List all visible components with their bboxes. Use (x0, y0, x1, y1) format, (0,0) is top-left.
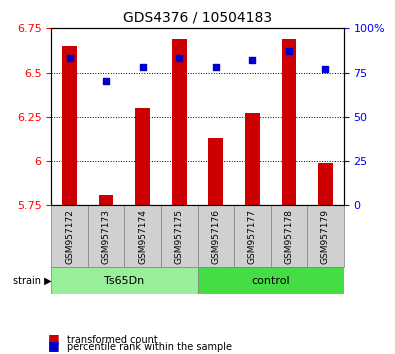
FancyBboxPatch shape (161, 205, 198, 267)
Text: GSM957174: GSM957174 (138, 209, 147, 264)
Text: ■: ■ (47, 332, 59, 345)
Bar (62, 46, 77, 205)
Text: GSM957176: GSM957176 (211, 209, 220, 264)
Bar (172, 39, 186, 205)
Text: percentile rank within the sample: percentile rank within the sample (67, 342, 232, 352)
FancyBboxPatch shape (51, 205, 88, 267)
Text: GSM957173: GSM957173 (102, 209, 111, 264)
FancyBboxPatch shape (51, 267, 198, 294)
FancyBboxPatch shape (234, 205, 271, 267)
Point (213, 64, 219, 70)
FancyBboxPatch shape (271, 205, 307, 267)
Point (249, 57, 256, 63)
Point (139, 64, 146, 70)
Point (103, 79, 109, 84)
FancyBboxPatch shape (198, 267, 344, 294)
Point (322, 66, 329, 72)
Text: control: control (251, 275, 290, 286)
Bar (245, 113, 260, 205)
Text: Ts65Dn: Ts65Dn (104, 275, 145, 286)
FancyBboxPatch shape (124, 205, 161, 267)
Point (176, 56, 182, 61)
Text: transformed count: transformed count (67, 335, 158, 345)
Text: strain ▶: strain ▶ (13, 275, 51, 286)
Bar (282, 39, 296, 205)
FancyBboxPatch shape (198, 205, 234, 267)
Text: GSM957172: GSM957172 (65, 209, 74, 264)
FancyBboxPatch shape (88, 205, 124, 267)
Text: GSM957177: GSM957177 (248, 209, 257, 264)
FancyBboxPatch shape (307, 205, 344, 267)
Point (286, 48, 292, 54)
Text: GDS4376 / 10504183: GDS4376 / 10504183 (123, 11, 272, 25)
Bar (99, 195, 113, 205)
Point (66, 56, 73, 61)
Text: ■: ■ (47, 339, 59, 352)
Text: GSM957178: GSM957178 (284, 209, 293, 264)
Text: GSM957179: GSM957179 (321, 209, 330, 264)
Text: GSM957175: GSM957175 (175, 209, 184, 264)
Bar (135, 108, 150, 205)
Bar (209, 138, 223, 205)
Bar (318, 163, 333, 205)
